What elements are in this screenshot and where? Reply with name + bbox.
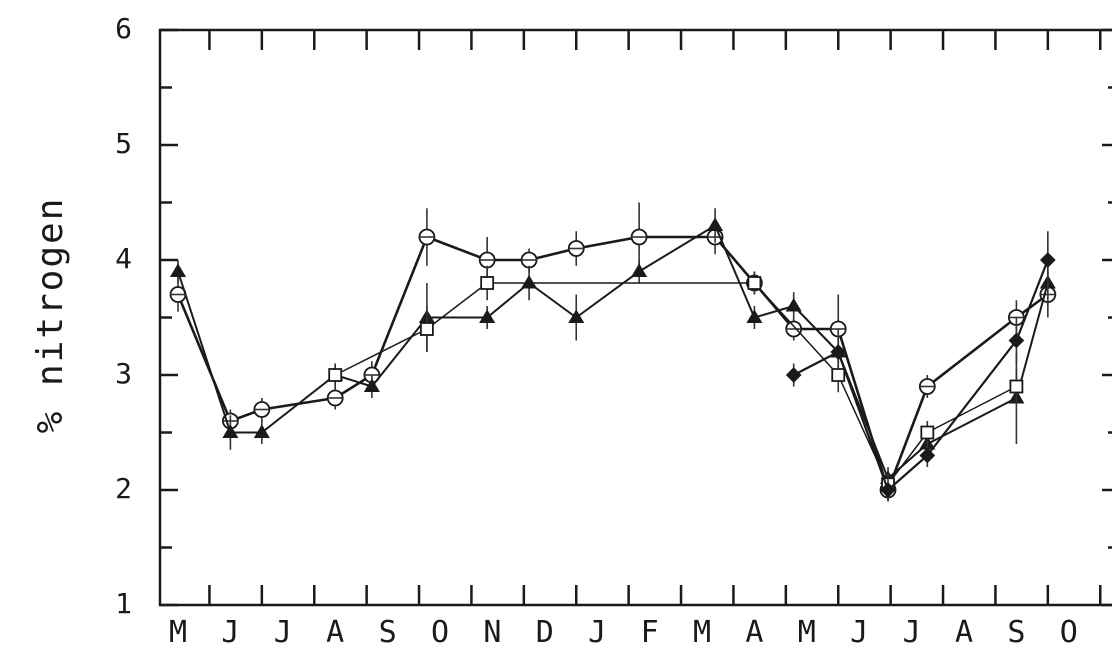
- axis-ticks: [160, 28, 1112, 607]
- series-square: [328, 265, 1024, 496]
- x-tick-label: O: [1060, 615, 1078, 650]
- diamond-marker: [785, 367, 802, 383]
- x-tick-label: F: [641, 615, 659, 650]
- diamond-marker: [880, 482, 896, 498]
- square-marker: [419, 322, 434, 336]
- x-tick-label: S: [379, 615, 397, 650]
- triangle-marker: [222, 424, 239, 438]
- x-tick-label: J: [903, 615, 921, 650]
- plot-frame: [158, 28, 1112, 607]
- y-tick-label: 4: [115, 242, 132, 275]
- triangle-marker: [479, 309, 496, 323]
- x-tick-label: N: [483, 615, 501, 650]
- series-diamond: [785, 231, 1056, 502]
- series-line: [177, 224, 1049, 480]
- y-tick-label: 5: [115, 127, 132, 160]
- square-marker: [831, 368, 846, 382]
- x-tick-label: J: [221, 615, 239, 650]
- diamond-marker: [1008, 332, 1025, 349]
- x-tick-label: S: [1007, 615, 1025, 650]
- y-tick-labels: 1 2 3 4 5 6: [115, 12, 132, 620]
- series-line: [793, 259, 1049, 492]
- triangle-marker: [631, 263, 648, 277]
- y-axis-label: % nitrogen: [30, 197, 71, 434]
- x-tick-label: A: [955, 615, 973, 650]
- x-tick-label: A: [326, 615, 344, 650]
- x-tick-label: M: [693, 615, 711, 650]
- square-marker: [747, 276, 762, 290]
- diamond-marker: [919, 447, 936, 464]
- square-marker: [328, 368, 343, 382]
- diamond-marker: [1039, 252, 1056, 268]
- triangle-marker: [785, 297, 802, 312]
- square-marker: [920, 425, 935, 440]
- y-tick-label: 3: [115, 357, 132, 390]
- series-group: [169, 202, 1057, 502]
- triangle-marker: [169, 263, 187, 277]
- series-triangle: [169, 208, 1056, 490]
- x-tick-label: J: [274, 615, 292, 650]
- triangle-marker: [746, 309, 763, 323]
- triangle-marker: [568, 309, 585, 323]
- triangle-marker: [521, 274, 538, 289]
- square-marker: [480, 276, 495, 290]
- triangle-marker: [253, 424, 270, 438]
- triangle-marker: [363, 378, 380, 392]
- x-tick-label: A: [745, 615, 763, 650]
- y-tick-label: 1: [115, 587, 132, 620]
- x-tick-label: O: [431, 615, 449, 650]
- diamond-marker: [830, 344, 847, 360]
- x-tick-label: M: [169, 615, 187, 650]
- triangle-marker: [707, 217, 724, 231]
- x-tick-label: D: [536, 615, 554, 650]
- y-tick-label: 2: [115, 472, 132, 505]
- x-tick-label: J: [588, 615, 606, 650]
- x-tick-label: J: [850, 615, 868, 650]
- x-tick-label: M: [798, 615, 816, 650]
- series-line: [334, 282, 1017, 486]
- square-marker: [1009, 379, 1024, 394]
- y-tick-label: 6: [115, 12, 132, 45]
